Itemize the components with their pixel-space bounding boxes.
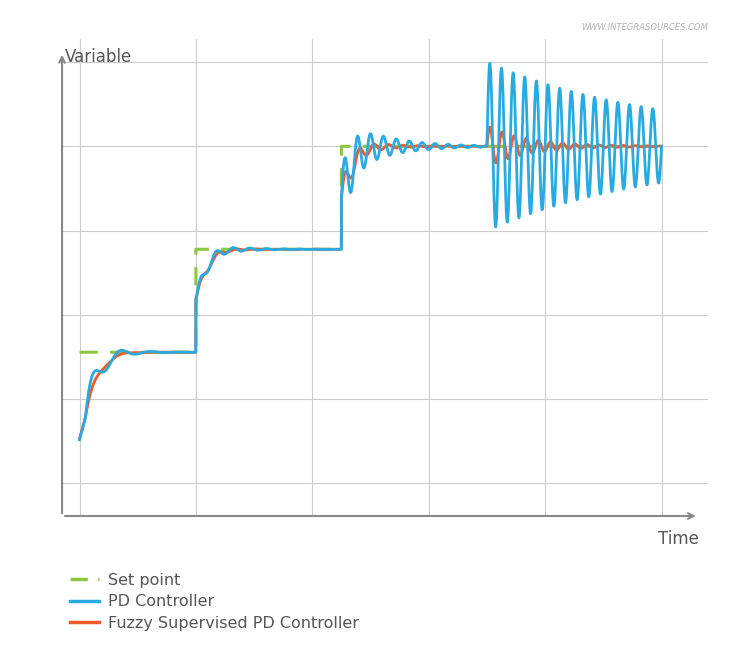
Text: Variable: Variable (65, 48, 132, 66)
Text: WWW.INTEGRASOURCES.COM: WWW.INTEGRASOURCES.COM (581, 23, 708, 32)
Legend: Set point, PD Controller, Fuzzy Supervised PD Controller: Set point, PD Controller, Fuzzy Supervis… (70, 573, 359, 631)
Text: Time: Time (658, 530, 699, 548)
